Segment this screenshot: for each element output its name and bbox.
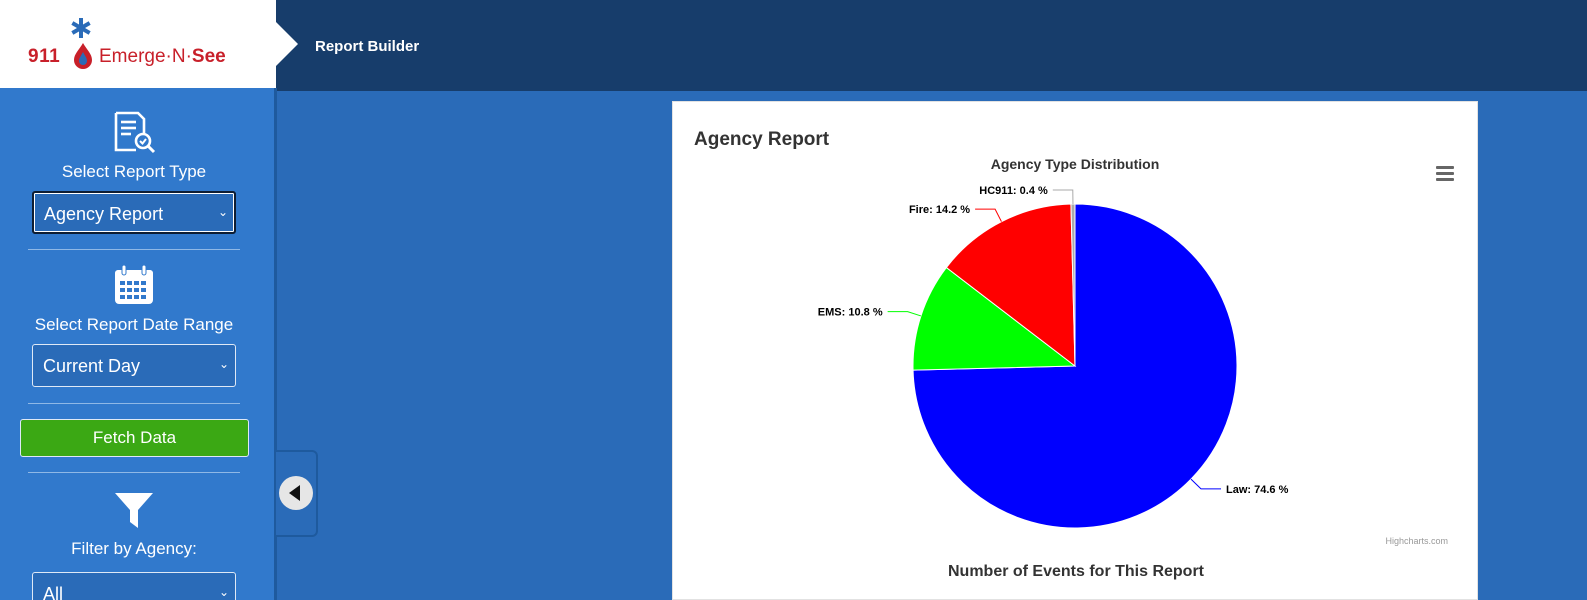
chevron-down-icon: ⌄ <box>217 205 228 219</box>
date-range-label: Select Report Date Range <box>34 315 234 334</box>
filter-icon <box>115 493 153 528</box>
star-of-life-icon <box>71 18 91 38</box>
chart-credits[interactable]: Highcharts.com <box>1385 536 1448 546</box>
data-label-law: Law: 74.6 % <box>1226 484 1289 496</box>
chart-title: Agency Type Distribution <box>991 156 1160 172</box>
pie-slice-fire[interactable] <box>945 203 1076 368</box>
data-label-connector <box>1190 478 1222 490</box>
events-count-title: Number of Events for This Report <box>947 563 1205 580</box>
data-label-connector <box>975 208 1002 222</box>
hamburger-menu-icon[interactable] <box>1436 166 1454 182</box>
header-arrow <box>276 22 298 66</box>
page-title: Report Builder <box>315 38 420 55</box>
logo-number: 911 <box>28 46 61 67</box>
report-type-label: Select Report Type <box>61 162 207 181</box>
sidebar-divider <box>28 403 240 404</box>
pie-chart: Agency Type Distribution Law: 74.6 % EMS:… <box>818 156 1448 546</box>
sidebar-divider <box>28 249 240 250</box>
app-logo[interactable]: 911 Emerge·N·See <box>0 0 276 88</box>
report-search-icon <box>114 111 156 154</box>
data-label-fire: Fire: 14.2 % <box>909 204 970 216</box>
data-label-ems: EMS: 10.8 % <box>818 307 883 319</box>
calendar-icon <box>115 264 153 304</box>
report-type-select[interactable]: Agency Report ⌄ <box>32 191 236 234</box>
sidebar-edge <box>274 88 277 600</box>
data-label-hc911: HC911: 0.4 % <box>979 185 1048 197</box>
flame-icon <box>74 43 92 69</box>
agency-filter-select[interactable]: All ⌄ <box>32 572 236 600</box>
date-range-select[interactable]: Current Day ⌄ <box>32 344 236 387</box>
card-title: Agency Report <box>694 129 830 150</box>
chevron-down-icon: ⌄ <box>218 585 229 599</box>
data-label-connector <box>887 311 922 317</box>
fetch-data-button[interactable]: Fetch Data <box>20 419 249 457</box>
report-type-value: Agency Report <box>44 204 164 224</box>
chevron-down-icon: ⌄ <box>218 357 229 371</box>
chevron-left-icon[interactable] <box>279 476 313 510</box>
data-label-connector <box>1052 189 1074 205</box>
date-range-value: Current Day <box>43 356 141 376</box>
pie-slice-ems[interactable] <box>912 266 1077 371</box>
header-bar <box>276 0 1587 91</box>
agency-filter-value: All <box>43 584 64 600</box>
sidebar-divider <box>28 472 240 473</box>
logo-brand: Emerge·N·See <box>99 46 226 67</box>
filter-label: Filter by Agency: <box>71 539 197 558</box>
